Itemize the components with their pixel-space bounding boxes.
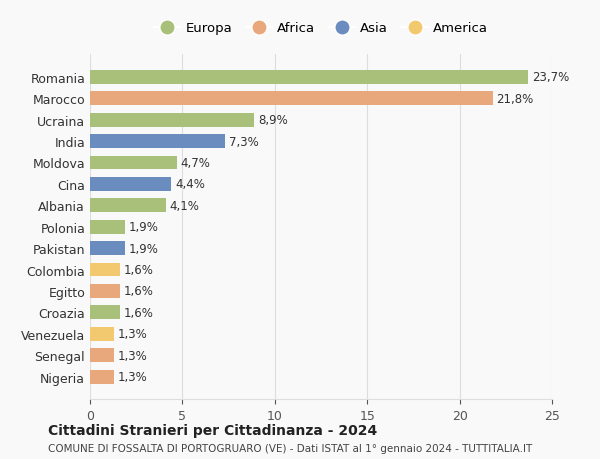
Legend: Europa, Africa, Asia, America: Europa, Africa, Asia, America (149, 17, 493, 40)
Text: 1,6%: 1,6% (123, 285, 153, 298)
Text: 7,3%: 7,3% (229, 135, 259, 148)
Bar (90, 92, 493, 106)
Text: 1,6%: 1,6% (123, 263, 153, 276)
Text: 1,6%: 1,6% (123, 306, 153, 319)
Bar (90, 241, 125, 256)
Text: 4,1%: 4,1% (169, 199, 199, 213)
Text: 23,7%: 23,7% (532, 71, 569, 84)
Bar (90, 306, 119, 319)
Text: Cittadini Stranieri per Cittadinanza - 2024: Cittadini Stranieri per Cittadinanza - 2… (48, 423, 377, 437)
Bar (90, 113, 254, 127)
Text: 8,9%: 8,9% (258, 114, 288, 127)
Text: 4,7%: 4,7% (181, 157, 211, 170)
Text: 4,4%: 4,4% (175, 178, 205, 191)
Text: 1,9%: 1,9% (129, 221, 158, 234)
Bar (90, 71, 528, 84)
Bar (90, 263, 119, 277)
Text: COMUNE DI FOSSALTA DI PORTOGRUARO (VE) - Dati ISTAT al 1° gennaio 2024 - TUTTITA: COMUNE DI FOSSALTA DI PORTOGRUARO (VE) -… (48, 443, 532, 453)
Bar (90, 178, 172, 191)
Text: 1,9%: 1,9% (129, 242, 158, 255)
Bar (90, 327, 114, 341)
Bar (90, 370, 114, 384)
Bar (90, 220, 125, 234)
Bar (90, 135, 225, 149)
Text: 1,3%: 1,3% (118, 370, 148, 383)
Text: 21,8%: 21,8% (497, 93, 534, 106)
Bar (90, 156, 177, 170)
Bar (90, 199, 166, 213)
Text: 1,3%: 1,3% (118, 328, 148, 341)
Bar (90, 348, 114, 362)
Text: 1,3%: 1,3% (118, 349, 148, 362)
Bar (90, 284, 119, 298)
